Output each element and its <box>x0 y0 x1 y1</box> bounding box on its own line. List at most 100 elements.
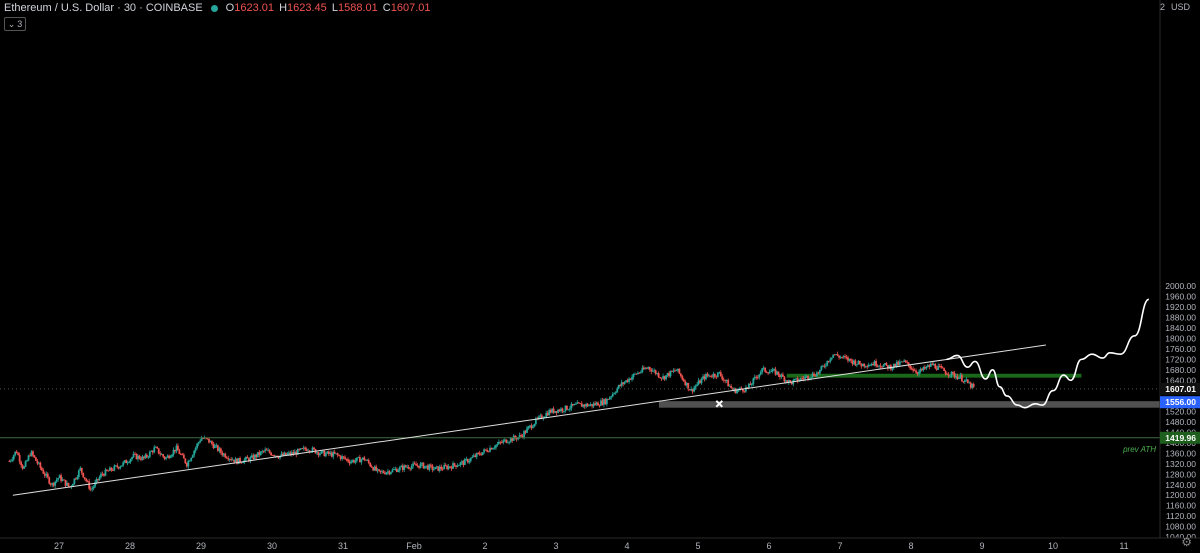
indicators-toggle-button[interactable]: ⌄ 3 <box>4 17 26 31</box>
candle-body <box>264 449 267 452</box>
candle-body <box>290 452 293 455</box>
candle-body <box>585 403 588 407</box>
candle-body <box>344 457 346 459</box>
candle-body <box>841 356 843 358</box>
candle-body <box>117 467 120 469</box>
candle-body <box>463 459 466 465</box>
candle-body <box>879 365 882 367</box>
candle-body <box>767 372 770 374</box>
candle-body <box>508 441 511 443</box>
candle-body <box>462 461 465 465</box>
candle-body <box>682 379 685 382</box>
candle-body <box>675 370 678 372</box>
candle-body <box>968 382 971 384</box>
candle-body <box>298 449 301 450</box>
candle-body <box>379 470 382 472</box>
candle-body <box>582 404 585 407</box>
candle-body <box>91 488 94 490</box>
candle-body <box>688 389 691 391</box>
candle-body <box>338 455 341 456</box>
candle-body <box>330 452 333 457</box>
candle-body <box>817 372 820 374</box>
candle-body <box>240 462 243 463</box>
candle-body <box>475 453 478 457</box>
candle-body <box>567 409 570 411</box>
candle-body <box>696 384 699 386</box>
candle-body <box>428 464 431 470</box>
x-axis[interactable]: 27 28 29 30 31 Feb 2 3 4 5 6 7 8 9 10 11 <box>0 537 1200 553</box>
candle-body <box>179 454 182 455</box>
candle-body <box>79 467 82 471</box>
y-axis[interactable]: 1040.001080.001120.001160.001200.001240.… <box>1159 0 1200 553</box>
candle-body <box>80 467 83 473</box>
candle-body <box>438 466 441 471</box>
candle-body <box>719 372 722 377</box>
candle-body <box>539 415 542 417</box>
y-tick-label: 1760.00 <box>1165 344 1196 354</box>
candle-body <box>940 366 943 368</box>
candle-body <box>208 438 210 443</box>
symbol-title[interactable]: Ethereum / U.S. Dollar · 30 · COINBASE <box>4 2 203 14</box>
candle-body <box>771 369 774 372</box>
candle-body <box>756 377 759 379</box>
candle-body <box>805 375 808 377</box>
candle-body <box>916 372 919 375</box>
candle-body <box>279 455 281 459</box>
candle-body <box>455 465 457 467</box>
candle-body <box>498 441 500 444</box>
candle-body <box>932 364 935 365</box>
candle-body <box>853 360 855 364</box>
candle-body <box>419 463 422 468</box>
candle-body <box>361 457 364 460</box>
candle-body <box>770 371 772 373</box>
candle-body <box>145 454 148 457</box>
candle-body <box>120 465 123 467</box>
high-value: 1623.45 <box>287 2 327 14</box>
candle-body <box>446 465 449 469</box>
candle-body <box>242 462 244 464</box>
candle-body <box>563 411 565 412</box>
candle-body <box>296 449 299 455</box>
candle-body <box>750 384 753 386</box>
candle-body <box>287 452 290 454</box>
candle-body <box>23 466 25 469</box>
candle-body <box>693 387 696 392</box>
gear-icon[interactable]: ⚙ <box>1181 535 1192 549</box>
candle-body <box>705 374 707 380</box>
candle-body <box>796 378 799 382</box>
candle-body <box>611 393 614 397</box>
candle-body <box>755 376 758 378</box>
candle-body <box>122 462 125 466</box>
candle-body <box>236 458 238 464</box>
candle-body <box>765 371 768 373</box>
currency-label[interactable]: USD <box>1170 2 1190 12</box>
candle-body <box>648 367 651 370</box>
candle-body <box>832 354 835 358</box>
candle-body <box>88 481 91 489</box>
candle-body <box>743 391 746 393</box>
candle-body <box>128 462 131 463</box>
candle-body <box>245 456 247 460</box>
candle-body <box>620 382 623 386</box>
candle-body <box>842 356 845 358</box>
candle-body <box>302 447 305 449</box>
candle-body <box>353 460 355 463</box>
candle-body <box>394 468 397 470</box>
low-label: L <box>331 2 338 14</box>
candle-body <box>308 450 311 452</box>
candle-body <box>511 438 514 441</box>
candle-body <box>106 469 108 471</box>
candle-body <box>891 367 894 370</box>
candle-body <box>481 452 484 456</box>
candle-body <box>403 465 406 470</box>
candle-body <box>40 467 43 471</box>
candle-body <box>63 479 65 481</box>
candle-body <box>126 462 129 464</box>
candle-body <box>676 368 679 371</box>
candle-body <box>382 471 385 473</box>
candle-body <box>316 452 318 454</box>
y-tick-label: 1920.00 <box>1165 302 1196 312</box>
candle-body <box>172 449 175 455</box>
candle-body <box>268 450 271 453</box>
